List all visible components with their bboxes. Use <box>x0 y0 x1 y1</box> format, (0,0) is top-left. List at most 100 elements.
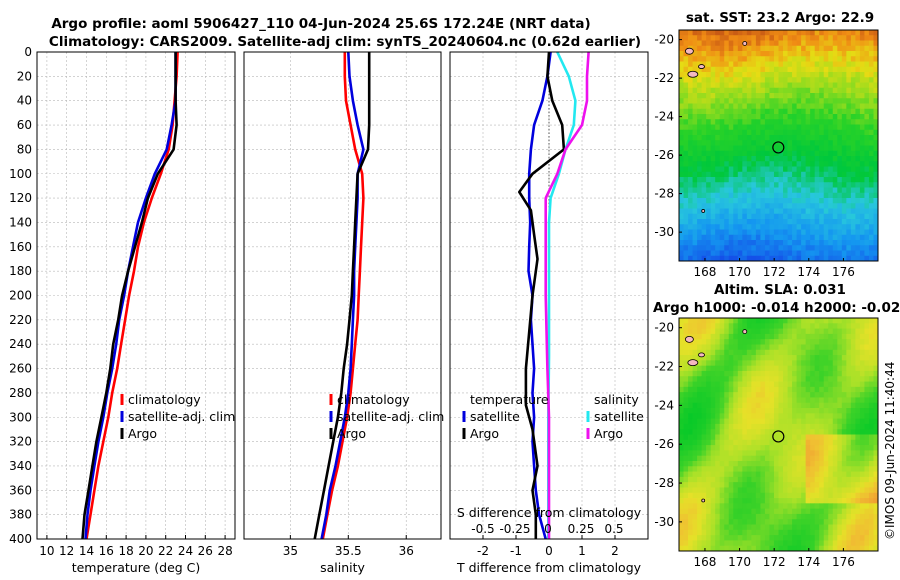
sla-map-cell <box>773 349 779 356</box>
sst-map-cell <box>828 51 834 57</box>
sst-map-cell <box>755 161 761 167</box>
sst-map-cell <box>855 177 861 183</box>
sst-map-cell <box>864 198 870 204</box>
temp-xtick-label: 16 <box>99 544 114 558</box>
sst-map-cell <box>697 255 703 262</box>
sla-map-cell <box>701 455 707 462</box>
temp-xtick-label: 10 <box>39 544 54 558</box>
sst-map-cell <box>828 56 834 62</box>
sst-map-cell <box>764 240 770 246</box>
sla-map-cell <box>810 360 816 367</box>
depth-tick-label: 20 <box>17 69 32 83</box>
sla-map-cell <box>850 492 856 499</box>
sst-map-cell <box>855 56 861 62</box>
sst-map-cell <box>715 229 721 236</box>
sst-map-cell <box>828 171 834 178</box>
sla-map-cell <box>697 455 703 462</box>
sst-map-cell <box>683 82 689 89</box>
sla-map-cell <box>814 349 820 356</box>
sla-map-cell <box>801 392 807 398</box>
sla-map-cell <box>751 529 757 536</box>
sst-map-cell <box>724 156 730 162</box>
sst-map-cell <box>683 234 689 241</box>
sst-map-cell <box>855 250 861 257</box>
sst-map-cell <box>706 219 712 225</box>
sla-map-cell <box>837 402 843 409</box>
sla-map-cell <box>764 498 770 504</box>
sst-map-cell <box>751 198 757 204</box>
sst-map-cell <box>810 35 816 41</box>
sst-map-cell <box>701 66 707 73</box>
sla-map-cell <box>737 455 743 462</box>
sst-map-cell <box>792 66 797 73</box>
sst-map-cell <box>683 87 689 94</box>
sla-map-cell <box>746 519 752 525</box>
sst-map-cell <box>715 240 721 246</box>
sst-map-cell <box>701 35 707 41</box>
sst-map-cell <box>688 66 693 73</box>
sst-map-cell <box>728 30 734 36</box>
sst-map-cell <box>873 171 879 178</box>
sla-map-cell <box>796 328 802 335</box>
sla-map-cell <box>778 328 784 335</box>
sla-map-cell <box>742 402 748 409</box>
sla-map-cell <box>764 445 770 451</box>
sla-map-cell <box>737 413 743 420</box>
sst-map-cell <box>841 182 847 188</box>
sst-map-cell <box>801 198 807 204</box>
sla-map-cell <box>873 529 879 536</box>
sla-map-cell <box>864 455 870 462</box>
sla-map-cell <box>832 392 838 398</box>
sst-map-cell <box>801 72 807 78</box>
sla-map-cell <box>828 466 834 472</box>
sst-map-cell <box>828 145 834 152</box>
sst-map-cell <box>828 166 834 173</box>
sla-map-cell <box>701 492 707 499</box>
sla-map-cell <box>814 333 820 340</box>
sst-map-cell <box>692 213 698 220</box>
temp-axes-frame <box>36 51 236 540</box>
sla-map-cell <box>773 392 779 398</box>
sla-map-cell <box>832 323 838 329</box>
sla-map-cell <box>683 513 689 520</box>
sst-map-cell <box>850 61 856 68</box>
sla-map-cell <box>683 540 689 547</box>
sst-map-cell <box>773 114 779 120</box>
sla-map-cell <box>683 445 689 451</box>
sla-map-cell <box>778 545 784 552</box>
sst-map-cell <box>868 119 874 125</box>
sla-map-cell <box>710 386 716 393</box>
sst-map-cell <box>710 245 716 251</box>
sst-map-cell <box>733 35 739 41</box>
sst-map-cell <box>706 72 712 78</box>
sst-map-cell <box>737 114 743 120</box>
sal-axes-frame <box>243 51 442 540</box>
sla-map-cell <box>868 402 874 409</box>
sla-map-cell <box>764 535 770 541</box>
sla-map-cell <box>683 487 689 494</box>
sst-map-cell <box>783 51 788 57</box>
sla-map-cell <box>783 471 788 478</box>
sst-map-cell <box>814 150 820 157</box>
sla-map-cell <box>796 524 802 531</box>
sla-map-cell <box>783 318 788 324</box>
sla-map-cell <box>783 333 788 340</box>
sla-map-cell <box>697 339 703 345</box>
sst-map-cell <box>769 124 775 131</box>
sst-map-cell <box>778 103 784 110</box>
sla-map-cell <box>792 376 797 382</box>
sla-map-cell <box>733 471 739 478</box>
sst-map-cell <box>773 77 779 83</box>
sst-map-cell <box>683 245 689 251</box>
sst-map-cell <box>724 203 730 209</box>
sla-map-cell <box>746 524 752 531</box>
sla-map-cell <box>683 339 689 345</box>
sst-map-cell <box>823 150 829 157</box>
sst-map-cell <box>864 40 870 47</box>
sla-map-cell <box>783 429 788 435</box>
sla-map-cell <box>742 540 748 547</box>
sla-map-cell <box>719 535 725 541</box>
sst-map-cell <box>810 140 816 146</box>
sst-map-cell <box>728 198 734 204</box>
sla-map-cell <box>769 482 775 488</box>
